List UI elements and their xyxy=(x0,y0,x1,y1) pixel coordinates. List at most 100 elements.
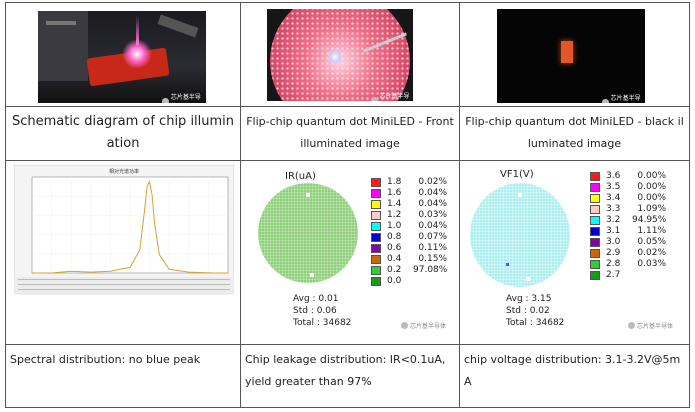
caption-black: Flip-chip quantum dot MiniLED - black il… xyxy=(465,115,684,150)
voltage-legend-row: 3.1 1.11% xyxy=(590,226,666,236)
spectrum-title: 相对光谱功率 xyxy=(109,168,139,175)
cell-voltage: VF1(V) 3.6 0.00% 3.5 0.00% 3.4 0.00% 3.3 1.09% 3… xyxy=(459,160,690,345)
voltage-legend-row: 2.8 0.03% xyxy=(590,259,666,269)
leakage-legend-percent: 0.03% xyxy=(418,210,447,220)
voltage-legend-row: 3.6 0.00% xyxy=(590,171,666,181)
cell-leakage: IR(uA) 1.8 0.02% 1.6 0.04% 1.4 0.04% 1.2 0.03% 1… xyxy=(240,160,460,345)
cell-caption-front: Flip-chip quantum dot MiniLED - Front il… xyxy=(240,106,460,161)
cell-spectrum: 相对光谱功率 xyxy=(5,160,241,345)
wechat-icon xyxy=(401,322,408,329)
voltage-legend-row: 3.3 1.09% xyxy=(590,204,666,214)
leakage-legend-percent: 0.11% xyxy=(418,243,447,253)
voltage-legend-percent: 0.02% xyxy=(637,248,666,258)
voltage-legend-percent: 0.00% xyxy=(637,171,666,181)
caption-spectrum: Spectral distribution: no blue peak xyxy=(10,353,201,366)
caption-leakage: Chip leakage distribution: IR<0.1uA, yie… xyxy=(245,353,446,388)
cell-photo-front: 芯片基半导体 xyxy=(240,2,460,107)
voltage-legend-swatch xyxy=(590,270,600,280)
leakage-legend: 1.8 0.02% 1.6 0.04% 1.4 0.04% 1.2 0.03% 1.0 0.04%… xyxy=(371,177,447,287)
voltage-legend-value: 3.6 xyxy=(606,171,621,181)
voltage-avg: Avg : 3.15 xyxy=(506,294,552,304)
voltage-legend-row: 3.2 94.95% xyxy=(590,215,666,225)
leakage-legend-row: 1.2 0.03% xyxy=(371,210,447,220)
voltage-legend-swatch xyxy=(590,204,600,214)
black-illuminated-photo: 芯片基半导体 xyxy=(497,9,645,103)
leakage-legend-row: 0.0 xyxy=(371,276,447,286)
leakage-legend-swatch xyxy=(371,199,381,209)
voltage-legend-row: 3.4 0.00% xyxy=(590,193,666,203)
voltage-legend-percent: 0.05% xyxy=(637,237,666,247)
voltage-legend-percent: 94.95% xyxy=(632,215,667,225)
watermark: 芯片基半导体 xyxy=(602,93,645,103)
caption-front: Flip-chip quantum dot MiniLED - Front il… xyxy=(246,115,454,150)
leakage-legend-swatch xyxy=(371,177,381,187)
voltage-legend-percent: 1.09% xyxy=(637,204,666,214)
leakage-legend-percent: 97.08% xyxy=(413,265,448,275)
voltage-legend-value: 3.0 xyxy=(606,237,621,247)
voltage-legend-percent: 0.00% xyxy=(637,193,666,203)
voltage-legend-swatch xyxy=(590,215,600,225)
leakage-legend-percent: 0.02% xyxy=(418,177,447,187)
watermark: 芯片基半导体 xyxy=(628,321,673,330)
leakage-legend-value: 1.6 xyxy=(387,188,402,198)
wechat-icon xyxy=(371,96,378,101)
voltage-legend-swatch xyxy=(590,171,600,181)
leakage-legend-percent: 0.15% xyxy=(418,254,447,264)
voltage-legend-row: 2.7 xyxy=(590,270,666,280)
voltage-legend-percent: 0.00% xyxy=(637,182,666,192)
wechat-icon xyxy=(162,97,169,103)
leakage-legend-row: 0.4 0.15% xyxy=(371,254,447,264)
leakage-legend-value: 1.2 xyxy=(387,210,402,220)
wechat-icon xyxy=(628,322,635,329)
watermark: 芯片基半导体 xyxy=(162,92,206,103)
voltage-legend-swatch xyxy=(590,237,600,247)
voltage-legend-value: 3.5 xyxy=(606,182,621,192)
leakage-legend-row: 1.8 0.02% xyxy=(371,177,447,187)
voltage-legend-row: 3.0 0.05% xyxy=(590,237,666,247)
voltage-legend-value: 2.8 xyxy=(606,259,621,269)
leakage-legend-swatch xyxy=(371,188,381,198)
leakage-wafer-map xyxy=(258,183,358,283)
cell-photo-black: 芯片基半导体 xyxy=(459,2,690,107)
leakage-legend-swatch xyxy=(371,232,381,242)
voltage-legend-value: 3.4 xyxy=(606,193,621,203)
cell-caption-black: Flip-chip quantum dot MiniLED - black il… xyxy=(459,106,690,161)
leakage-title: IR(uA) xyxy=(285,171,316,182)
voltage-legend-row: 3.5 0.00% xyxy=(590,182,666,192)
leakage-legend-swatch xyxy=(371,276,381,286)
caption-voltage: chip voltage distribution: 3.1-3.2V@5mA xyxy=(464,353,681,388)
leakage-legend-row: 1.4 0.04% xyxy=(371,199,447,209)
cell-photo-schematic: 芯片基半导体 xyxy=(5,2,241,107)
voltage-legend-value: 3.2 xyxy=(606,215,621,225)
leakage-legend-swatch xyxy=(371,210,381,220)
caption-schematic: Schematic diagram of chip illumination xyxy=(11,114,235,151)
leakage-legend-swatch xyxy=(371,265,381,275)
watermark: 芯片基半导体 xyxy=(371,91,413,101)
leakage-legend-row: 1.0 0.04% xyxy=(371,221,447,231)
leakage-legend-row: 0.8 0.07% xyxy=(371,232,447,242)
comparison-table: 芯片基半导体 芯片基半导体 芯片基半导体 xyxy=(5,2,690,408)
voltage-legend-value: 3.1 xyxy=(606,226,621,236)
leakage-legend-value: 0.4 xyxy=(387,254,402,264)
voltage-legend-swatch xyxy=(590,182,600,192)
leakage-legend-value: 1.4 xyxy=(387,199,402,209)
cell-caption-leakage: Chip leakage distribution: IR<0.1uA, yie… xyxy=(240,344,460,408)
voltage-legend-swatch xyxy=(590,226,600,236)
voltage-legend-swatch xyxy=(590,259,600,269)
voltage-legend-value: 2.7 xyxy=(606,270,621,280)
spectrum-series-line xyxy=(32,180,228,274)
leakage-std: Std : 0.06 xyxy=(293,306,337,316)
voltage-total: Total : 34682 xyxy=(506,318,565,328)
leakage-total: Total : 34682 xyxy=(293,318,352,328)
voltage-title: VF1(V) xyxy=(500,169,534,180)
watermark: 芯片基半导体 xyxy=(401,321,446,330)
voltage-legend-swatch xyxy=(590,248,600,258)
voltage-legend-row: 2.9 0.02% xyxy=(590,248,666,258)
leakage-avg: Avg : 0.01 xyxy=(293,294,339,304)
voltage-wafer-map xyxy=(470,183,570,287)
cell-caption-schematic: Schematic diagram of chip illumination xyxy=(5,106,241,161)
voltage-legend-value: 3.3 xyxy=(606,204,621,214)
leakage-legend-percent: 0.04% xyxy=(418,199,447,209)
leakage-legend-percent: 0.04% xyxy=(418,221,447,231)
leakage-legend-swatch xyxy=(371,254,381,264)
